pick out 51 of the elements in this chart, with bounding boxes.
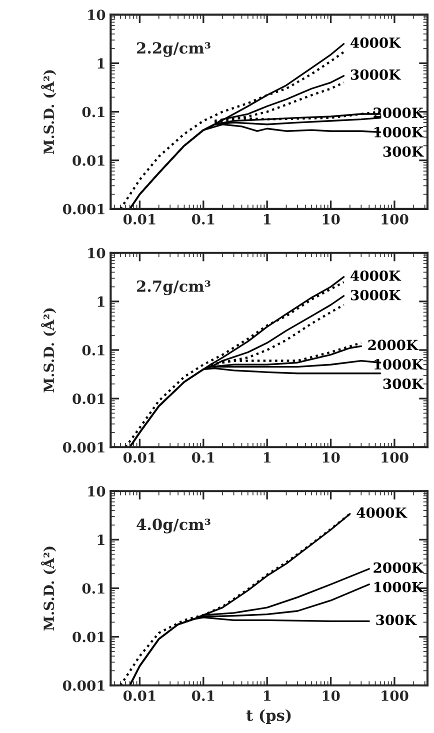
y-tick-label: 0.01 (72, 155, 104, 166)
series-label: 2000K (374, 108, 424, 118)
y-tick-label: 1 (98, 534, 104, 545)
y-tick-label: 10 (88, 486, 106, 497)
series-label: 1000K (374, 582, 424, 592)
y-tick-label: 0.1 (82, 583, 104, 594)
annotation: 2.7g/cm³ (137, 280, 210, 296)
y-tick-label: 0.1 (82, 344, 104, 356)
series-label: 2000K (374, 562, 424, 573)
y-axis-title: M.S.D. (Å²) (40, 308, 56, 392)
y-tick-label: 0.001 (62, 442, 104, 453)
series-label: 1000K (374, 359, 424, 370)
series-label: 2000K (368, 340, 418, 350)
y-tick-label: 10 (88, 10, 106, 20)
series-label: 1000K (374, 126, 424, 138)
x-tick-label: 100 (382, 690, 408, 701)
y-tick-label: 0.1 (82, 106, 104, 118)
x-tick-label: 0.1 (192, 452, 214, 463)
y-axis-title: M.S.D. (Å²) (40, 546, 56, 631)
x-tick-label: 10 (322, 452, 340, 463)
annotation: 4.0g/cm³ (136, 518, 210, 534)
series-label: 300K (376, 614, 417, 626)
series-label: 4000K (350, 37, 402, 48)
x-tick-label: 0.01 (123, 214, 156, 225)
x-axis-title: t (ps) (246, 709, 291, 724)
y-tick-label: 0.01 (72, 394, 104, 404)
x-tick-label: 10 (322, 214, 340, 225)
x-tick-label: 0.1 (192, 690, 214, 701)
x-tick-label: 100 (382, 214, 408, 225)
y-tick-label: 0.001 (62, 204, 104, 214)
y-tick-label: 10 (88, 248, 106, 258)
x-tick-label: 10 (322, 690, 340, 701)
series-label: 4000K (350, 270, 402, 281)
y-axis-title: M.S.D. (Å²) (40, 70, 56, 154)
y-tick-label: 0.001 (62, 680, 104, 691)
x-tick-label: 0.1 (192, 214, 214, 225)
series-label: 300K (383, 146, 424, 157)
x-tick-label: 1 (264, 214, 271, 224)
y-tick-label: 0.01 (72, 632, 104, 642)
x-tick-label: 0.01 (123, 452, 156, 463)
annotation: 2.2g/cm³ (137, 42, 210, 57)
series-label: 4000K (356, 507, 408, 518)
series-label: 300K (383, 378, 424, 390)
x-tick-label: 0.01 (123, 690, 156, 701)
y-tick-label: 1 (98, 58, 104, 68)
x-tick-label: 1 (264, 690, 271, 701)
x-tick-label: 1 (264, 452, 271, 463)
series-label: 3000K (350, 290, 402, 300)
series-label: 3000K (350, 69, 402, 80)
y-tick-label: 1 (98, 296, 104, 307)
x-tick-label: 100 (382, 452, 408, 463)
